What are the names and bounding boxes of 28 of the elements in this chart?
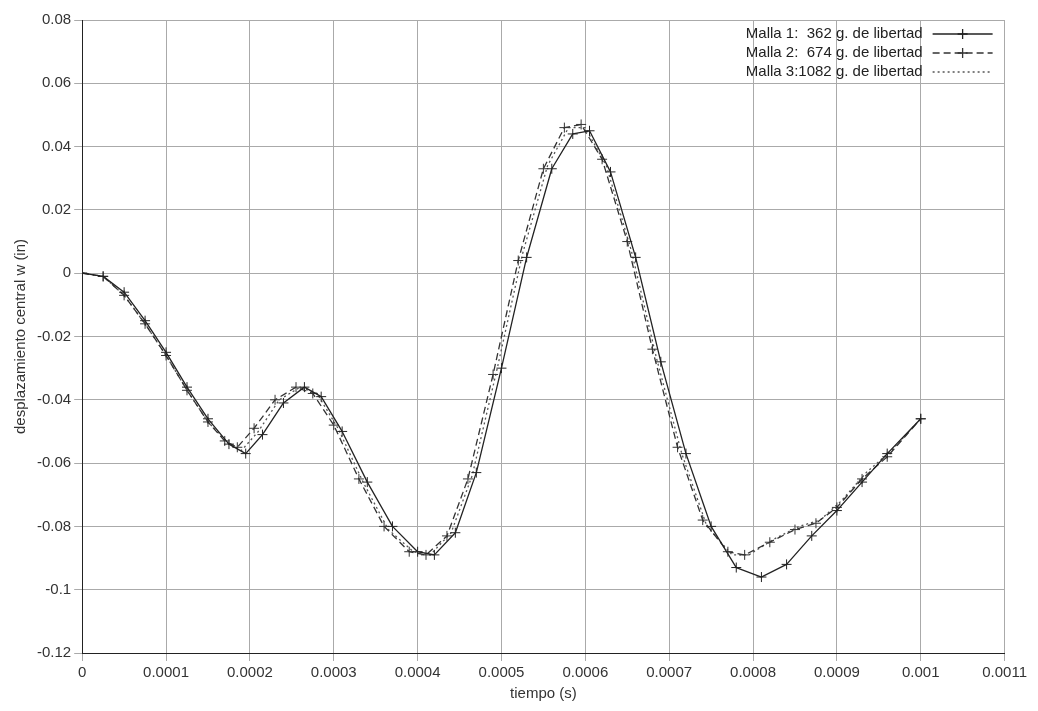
y-tick-label: 0.02 <box>41 200 72 218</box>
y-tick-label: -0.04 <box>36 389 72 407</box>
y-tick-label: -0.1 <box>45 579 72 597</box>
y-tick-label: -0.06 <box>36 453 72 471</box>
y-tick-label: 0.08 <box>41 10 72 28</box>
y-tick-label: 0.06 <box>41 73 72 91</box>
x-tick-label: 0.001 <box>901 663 940 681</box>
y-axis-title: desplazamiento central w (in) <box>11 238 29 435</box>
x-tick-label: 0.0008 <box>730 663 776 681</box>
y-tick-label: 0.04 <box>41 136 72 154</box>
x-tick-label: 0.0006 <box>562 663 609 681</box>
legend-label: Malla 1: 362 g. de libertad <box>745 24 923 42</box>
x-tick-label: 0.0001 <box>143 663 189 681</box>
x-tick-label: 0.0004 <box>394 663 441 681</box>
x-tick-label: 0 <box>78 663 87 681</box>
x-tick-label: 0.0011 <box>982 663 1027 681</box>
x-tick-label: 0.0002 <box>226 663 273 681</box>
y-tick-label: 0 <box>62 263 72 281</box>
legend-label: Malla 2: 674 g. de libertad <box>745 43 923 61</box>
y-tick-label: -0.08 <box>36 516 72 534</box>
x-axis-title: tiempo (s) <box>510 684 577 702</box>
x-tick-label: 0.0003 <box>310 663 357 681</box>
legend-label: Malla 3:1082 g. de libertad <box>745 62 923 80</box>
x-tick-label: 0.0005 <box>478 663 525 681</box>
x-tick-label: 0.0007 <box>646 663 693 681</box>
y-tick-label: -0.02 <box>36 326 72 344</box>
y-tick-label: -0.12 <box>36 643 72 661</box>
x-tick-label: 0.0009 <box>813 663 860 681</box>
